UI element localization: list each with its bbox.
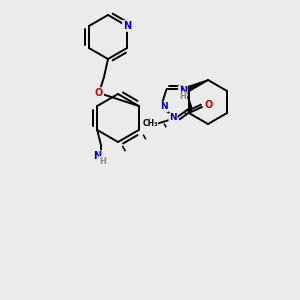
Text: N: N xyxy=(179,86,187,96)
Text: N: N xyxy=(160,102,168,111)
Text: O: O xyxy=(95,88,103,98)
Text: N: N xyxy=(93,151,101,161)
Text: N: N xyxy=(169,113,177,122)
Text: H: H xyxy=(99,157,106,166)
Text: O: O xyxy=(205,100,213,110)
Text: H: H xyxy=(179,92,186,101)
Text: CH₃: CH₃ xyxy=(142,119,158,128)
Text: N: N xyxy=(123,21,131,31)
Polygon shape xyxy=(185,80,208,90)
